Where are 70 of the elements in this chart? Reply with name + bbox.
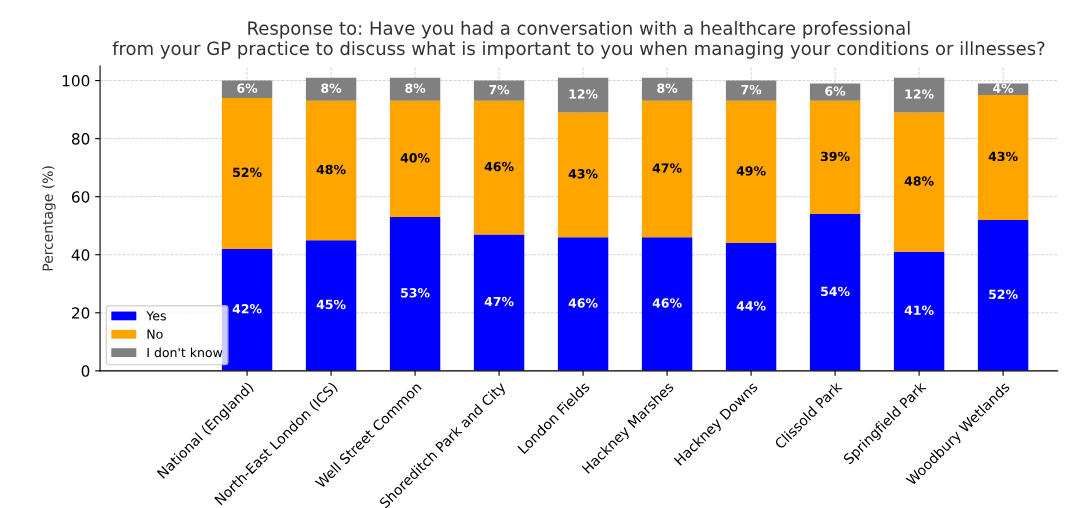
bar bbox=[557, 112, 609, 238]
data-label: 8% bbox=[321, 83, 342, 93]
legend-label: No bbox=[147, 329, 163, 339]
bar bbox=[809, 83, 861, 101]
data-label: 40% bbox=[400, 153, 430, 163]
bar bbox=[557, 77, 609, 113]
bar bbox=[725, 100, 777, 244]
bar bbox=[389, 77, 441, 101]
data-label: 39% bbox=[820, 151, 850, 162]
data-label: 41% bbox=[904, 305, 934, 315]
data-label: 47% bbox=[652, 163, 682, 173]
data-label: 8% bbox=[405, 83, 426, 93]
data-label: 43% bbox=[568, 169, 598, 179]
y-tick-label: 20 bbox=[72, 307, 90, 319]
data-label: 44% bbox=[736, 301, 766, 311]
legend-label: I don't know bbox=[147, 347, 223, 358]
chart-title: Response to: Have you had a conversation with a healthcare professional from your GP practice to discuss what is important to you when managing your conditions or illnesses? bbox=[112, 20, 1045, 59]
y-tick-label: 40 bbox=[71, 249, 90, 261]
bar bbox=[809, 214, 861, 371]
data-label: 12% bbox=[569, 89, 598, 99]
bar bbox=[557, 237, 609, 371]
data-label: 48% bbox=[904, 176, 934, 186]
bar bbox=[389, 216, 441, 371]
bar bbox=[725, 243, 777, 371]
bar bbox=[641, 77, 693, 101]
data-label: 6% bbox=[825, 86, 846, 96]
bar bbox=[641, 100, 693, 238]
bar bbox=[977, 83, 1029, 96]
data-label: 53% bbox=[401, 288, 430, 298]
y-tick-label: 60 bbox=[71, 191, 90, 203]
bar bbox=[893, 251, 945, 371]
bar bbox=[305, 77, 357, 101]
y-tick-label: 100 bbox=[62, 75, 90, 87]
data-label: 43% bbox=[988, 151, 1018, 162]
data-label: 52% bbox=[989, 289, 1018, 299]
data-label: 46% bbox=[568, 298, 598, 308]
bar bbox=[473, 234, 525, 371]
bar bbox=[389, 100, 441, 217]
data-label: 12% bbox=[905, 89, 934, 99]
data-label: 45% bbox=[316, 299, 346, 310]
data-label: 7% bbox=[741, 84, 762, 95]
bar bbox=[221, 248, 273, 371]
data-label: 46% bbox=[484, 161, 514, 172]
data-label: 54% bbox=[821, 286, 850, 297]
legend-label: Yes bbox=[146, 311, 166, 321]
bar bbox=[809, 100, 861, 215]
bar bbox=[305, 240, 357, 371]
data-label: 52% bbox=[233, 167, 262, 178]
bar bbox=[641, 237, 693, 371]
bar bbox=[473, 100, 525, 235]
data-label: 6% bbox=[237, 83, 258, 93]
data-label: 42% bbox=[232, 304, 262, 314]
data-label: 49% bbox=[736, 166, 766, 176]
data-label: 47% bbox=[484, 296, 514, 307]
data-label: 7% bbox=[489, 84, 510, 95]
data-label: 48% bbox=[316, 164, 346, 175]
y-axis-title: Percentage (%) bbox=[42, 166, 56, 271]
bar bbox=[893, 112, 945, 252]
data-label: 8% bbox=[657, 83, 678, 93]
data-label: 4% bbox=[993, 83, 1014, 93]
bar bbox=[305, 100, 357, 241]
y-tick-label: 80 bbox=[71, 133, 90, 145]
bar bbox=[893, 77, 945, 113]
y-tick-label: 0 bbox=[81, 365, 90, 377]
bar bbox=[221, 97, 273, 249]
bar bbox=[977, 219, 1029, 371]
data-label: 46% bbox=[652, 298, 682, 308]
bar bbox=[977, 95, 1029, 220]
bar bbox=[725, 80, 777, 101]
bar bbox=[473, 80, 525, 101]
